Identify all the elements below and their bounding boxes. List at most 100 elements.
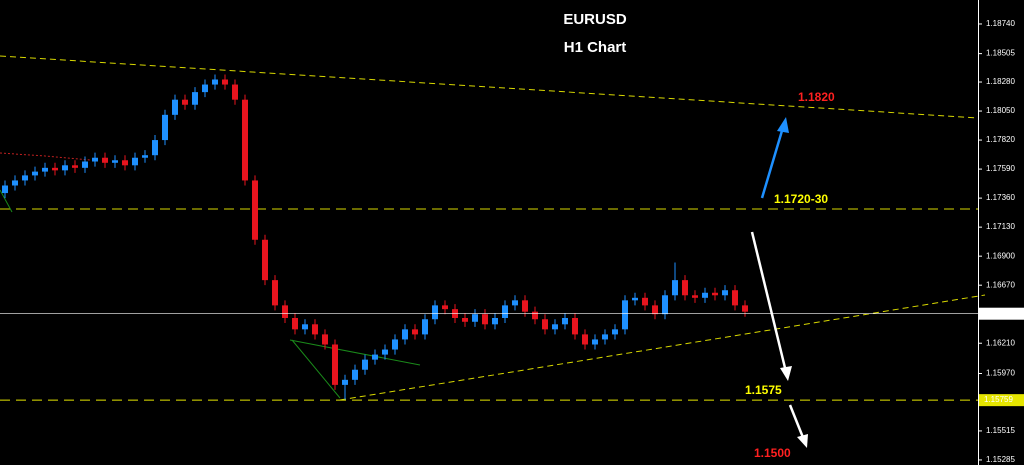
candle-body [592, 339, 598, 345]
candle-body [352, 369, 358, 380]
candle-body [412, 329, 418, 335]
y-tick-label: 1.18740 [986, 19, 1015, 28]
candle-body [722, 290, 728, 296]
arrow-head [797, 434, 808, 448]
candle-body [482, 314, 488, 325]
price-box [979, 307, 1024, 320]
arrow [788, 404, 806, 441]
candle-body [42, 167, 48, 172]
arrow-head [780, 366, 792, 381]
candle-body [422, 319, 428, 335]
candle-body [372, 354, 378, 360]
candle-body [342, 379, 348, 385]
candle-body [632, 297, 638, 301]
y-tick-label: 1.15515 [986, 426, 1015, 435]
candle-body [222, 79, 228, 85]
y-tick-label: 1.17590 [986, 164, 1015, 173]
candle-body [702, 292, 708, 298]
candle-body [662, 295, 668, 315]
y-tick-label: 1.18505 [986, 49, 1015, 58]
candle-body [572, 317, 578, 335]
candle-body [552, 324, 558, 330]
y-tick-label: 1.15285 [986, 455, 1015, 464]
pattern-line [0, 189, 13, 213]
candle-body [312, 324, 318, 335]
y-tick-label: 1.16210 [986, 338, 1015, 347]
arrow-head [777, 117, 789, 133]
candle-body [72, 165, 78, 168]
candle-body [332, 344, 338, 385]
candle-body [142, 155, 148, 158]
chart-subtitle: H1 Chart [564, 39, 627, 56]
y-tick-label: 1.18050 [986, 106, 1015, 115]
candle-body [742, 305, 748, 312]
annotation: 1.1500 [754, 446, 791, 460]
y-tick-label: 1.18280 [986, 77, 1015, 86]
candle-body [272, 280, 278, 306]
candle-body [282, 305, 288, 318]
candle-body [642, 297, 648, 306]
candle-body [202, 84, 208, 93]
y-tick-label: 1.15970 [986, 369, 1015, 378]
annotation: 1.1820 [798, 90, 835, 104]
y-tick-label: 1.17130 [986, 222, 1015, 231]
annotation: 1.1720-30 [774, 192, 828, 206]
candle-body [162, 114, 168, 141]
price-axis-labels: 1.18740 1.18505 1.18280 1.18050 1.17820 1.175… [0, 19, 1024, 464]
candle-body [92, 157, 98, 162]
candle-body [362, 359, 368, 370]
y-tick-label: 1.17820 [986, 135, 1015, 144]
candle-body [582, 334, 588, 345]
candle-body [102, 157, 108, 163]
y-tick-label: 1.17360 [986, 193, 1015, 202]
candle-body [182, 99, 188, 105]
candles [2, 74, 748, 401]
resistance-trendline [0, 55, 979, 119]
candle-body [22, 175, 28, 181]
annotation: 1.1575 [745, 383, 782, 397]
candle-body [322, 334, 328, 345]
candle-body [562, 317, 568, 325]
candle-body [712, 292, 718, 296]
candle-body [512, 300, 518, 306]
candle-body [82, 161, 88, 168]
candle-body [232, 84, 238, 100]
candle-body [542, 319, 548, 330]
arrow [760, 123, 786, 199]
candle-body [392, 339, 398, 350]
candle-body [472, 314, 478, 322]
candle-body [252, 180, 258, 240]
candle-body [432, 305, 438, 320]
arrow [750, 231, 788, 373]
chart-title: EURUSD [563, 11, 627, 28]
candle-body [132, 157, 138, 166]
candle-body [402, 329, 408, 340]
pattern-line [289, 339, 421, 399]
candle-body [442, 305, 448, 310]
candle-body [212, 79, 218, 85]
support-trendline [339, 294, 986, 401]
candle-body [532, 311, 538, 320]
candle-body [172, 99, 178, 115]
candle-body [152, 140, 158, 156]
y-tick-label: 1.16670 [986, 280, 1015, 289]
candle-body [492, 317, 498, 325]
candle-body [462, 317, 468, 322]
candle-body [502, 305, 508, 318]
candle-body [62, 165, 68, 171]
candle-body [382, 349, 388, 355]
candle-body [262, 239, 268, 281]
candle-body [112, 160, 118, 163]
candle-body [122, 160, 128, 166]
candle-body [652, 305, 658, 315]
candle-body [192, 92, 198, 105]
price-label: 1.15759 [984, 395, 1013, 404]
candle-body [292, 317, 298, 330]
candle-body [612, 329, 618, 335]
candle-body [682, 280, 688, 296]
candle-body [302, 324, 308, 330]
price-label: 1.16444 [984, 309, 1013, 318]
pattern-line [0, 152, 91, 161]
